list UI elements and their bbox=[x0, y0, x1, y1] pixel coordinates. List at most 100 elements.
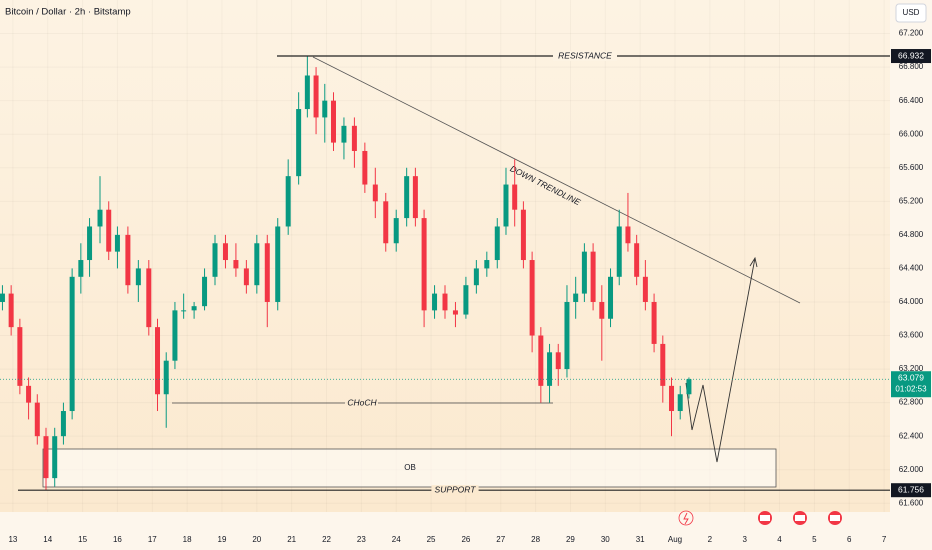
candle-body bbox=[351, 125, 357, 151]
y-tick-label: 62.400 bbox=[899, 431, 924, 440]
x-tick-label: 14 bbox=[43, 535, 52, 544]
candle-body bbox=[26, 385, 32, 403]
x-tick-label: 29 bbox=[566, 535, 575, 544]
candle-body bbox=[372, 184, 378, 202]
plot-background bbox=[0, 0, 890, 512]
candle-body bbox=[222, 243, 228, 261]
choch-label: CHoCH bbox=[347, 397, 377, 407]
y-tick-label: 64.000 bbox=[899, 297, 924, 306]
candle-body bbox=[212, 243, 218, 277]
candle-body bbox=[163, 360, 169, 395]
x-tick-label: 17 bbox=[148, 535, 157, 544]
x-tick-label: 6 bbox=[847, 535, 852, 544]
event-icon[interactable] bbox=[678, 510, 694, 526]
candle-body bbox=[135, 268, 141, 286]
candle-body bbox=[555, 352, 561, 370]
last-price: 63.079 bbox=[898, 372, 924, 382]
x-tick-label: 2 bbox=[708, 535, 713, 544]
candle-body bbox=[125, 234, 131, 286]
candle-body bbox=[412, 176, 418, 219]
x-tick-label: 18 bbox=[183, 535, 192, 544]
projection-arrowhead bbox=[749, 256, 758, 268]
candle-body bbox=[243, 268, 249, 286]
last-price-box bbox=[891, 371, 931, 398]
x-tick-label: 19 bbox=[218, 535, 227, 544]
candle-body bbox=[599, 301, 605, 319]
projection-path bbox=[685, 257, 756, 463]
candle-body bbox=[69, 276, 75, 412]
x-tick-label: 16 bbox=[113, 535, 122, 544]
candle-body bbox=[191, 306, 197, 311]
candle-body bbox=[494, 226, 500, 261]
x-tick-label: 31 bbox=[636, 535, 645, 544]
candle-body bbox=[512, 184, 518, 210]
y-tick-label: 67.200 bbox=[899, 29, 924, 38]
y-tick-label: 65.600 bbox=[899, 163, 924, 172]
candle-body bbox=[473, 268, 479, 286]
candle-body bbox=[254, 243, 260, 286]
candle-body bbox=[155, 327, 161, 395]
candle-body bbox=[393, 218, 399, 244]
x-tick-label: 13 bbox=[8, 535, 17, 544]
currency[interactable]: USD bbox=[903, 8, 920, 17]
candle-body bbox=[52, 436, 58, 479]
candle-body bbox=[202, 276, 208, 307]
flag-glyph bbox=[830, 515, 840, 521]
candle-body bbox=[573, 293, 579, 302]
candle-body bbox=[616, 226, 622, 277]
candle-body bbox=[442, 293, 448, 311]
price-axis bbox=[890, 0, 932, 550]
candle-body bbox=[362, 150, 368, 185]
support-label: SUPPORT bbox=[435, 484, 477, 494]
candle-body bbox=[330, 100, 336, 143]
countdown: 01:02:53 bbox=[895, 384, 927, 393]
candle-body bbox=[233, 260, 239, 269]
candle-body bbox=[452, 310, 458, 315]
trendline bbox=[312, 56, 801, 304]
x-tick-label: 3 bbox=[742, 535, 747, 544]
candle-body bbox=[43, 436, 49, 479]
flag-glyph bbox=[795, 515, 805, 521]
candle-body bbox=[634, 243, 640, 277]
currency-button[interactable] bbox=[895, 3, 927, 23]
x-tick-label: 30 bbox=[601, 535, 610, 544]
candle-body bbox=[146, 268, 152, 328]
candle-body bbox=[322, 100, 328, 118]
candle-body bbox=[529, 260, 535, 336]
candle-body bbox=[686, 379, 692, 395]
candle-body bbox=[106, 209, 112, 252]
x-tick-label: 24 bbox=[392, 535, 401, 544]
candle-body bbox=[181, 310, 187, 312]
flag-glyph bbox=[760, 515, 770, 521]
candle-body bbox=[313, 75, 319, 118]
candle-body bbox=[520, 209, 526, 261]
x-tick-label: 5 bbox=[812, 535, 817, 544]
candle-body bbox=[463, 285, 469, 315]
candle-body bbox=[404, 176, 410, 219]
resistance-price: 66.932 bbox=[898, 50, 924, 60]
support-price: 61.756 bbox=[898, 484, 924, 494]
candle-body bbox=[8, 293, 14, 328]
x-tick-label: 23 bbox=[357, 535, 366, 544]
candle-body bbox=[590, 251, 596, 302]
candle-body bbox=[484, 260, 490, 269]
y-tick-label: 65.200 bbox=[899, 196, 924, 205]
candle-body bbox=[642, 276, 648, 302]
x-tick-label: 27 bbox=[496, 535, 505, 544]
y-tick-label: 61.600 bbox=[899, 498, 924, 507]
x-tick-label: 4 bbox=[777, 535, 782, 544]
time-axis bbox=[0, 512, 890, 550]
candle-body bbox=[660, 343, 666, 386]
candle-body bbox=[60, 411, 66, 437]
candle-body bbox=[78, 260, 84, 277]
candle-body bbox=[341, 125, 347, 143]
candle-body bbox=[304, 75, 310, 110]
y-tick-label: 66.000 bbox=[899, 129, 924, 138]
candle-body bbox=[34, 402, 40, 437]
candle-body bbox=[114, 234, 120, 252]
ob-box bbox=[42, 448, 777, 488]
candle-body bbox=[625, 226, 631, 244]
resistance-label-bg bbox=[553, 51, 617, 62]
y-tick-label: 63.600 bbox=[899, 331, 924, 340]
candle-body bbox=[564, 301, 570, 370]
